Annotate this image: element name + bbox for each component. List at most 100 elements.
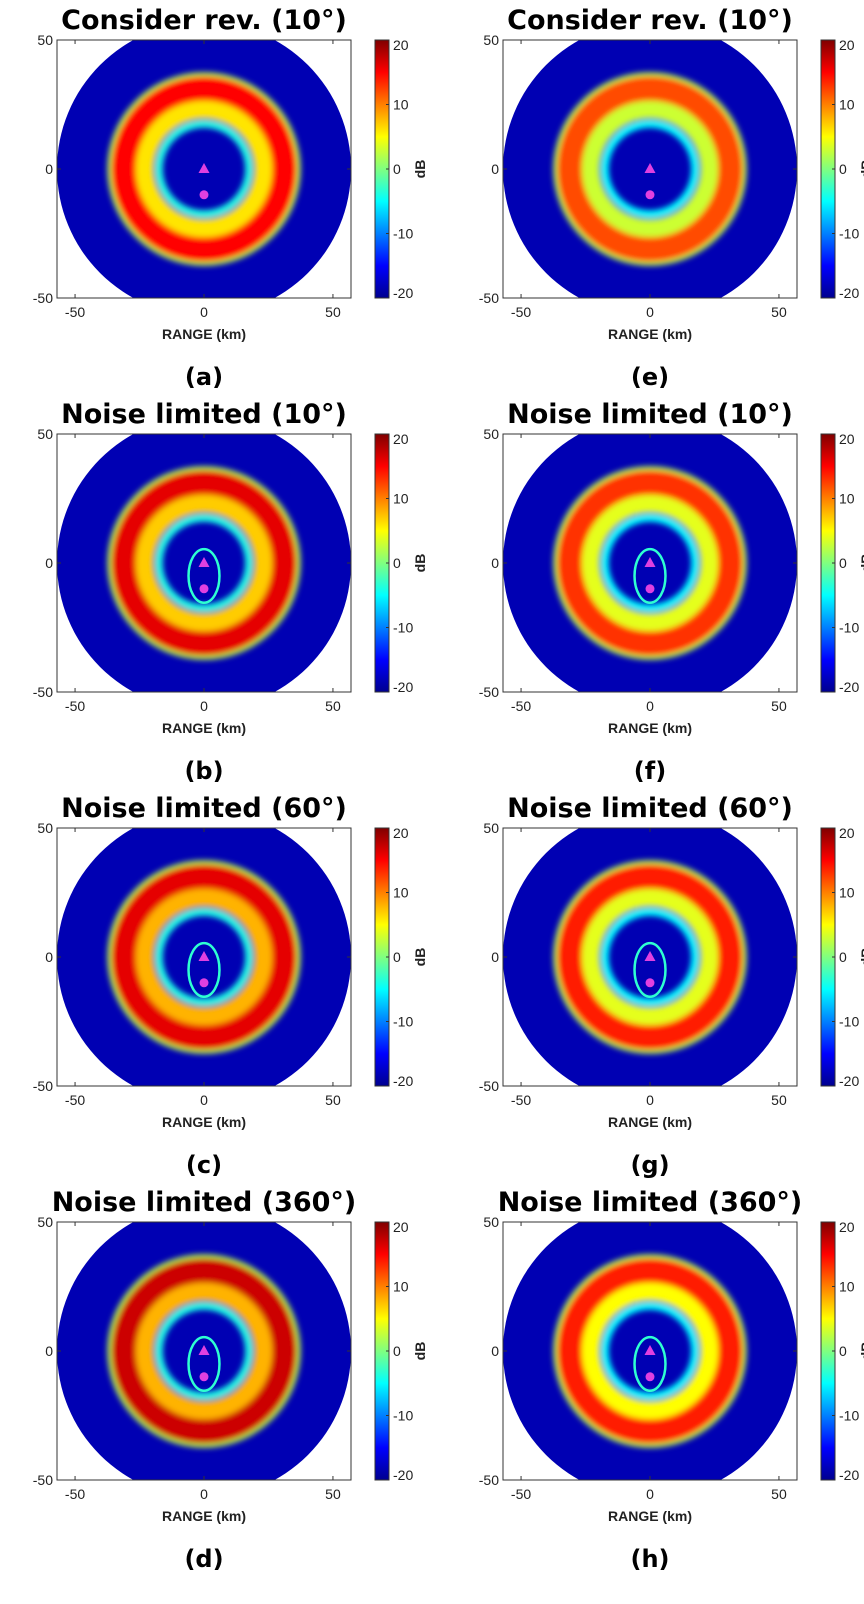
colorbar-tick-label: 20 <box>393 825 409 841</box>
y-tick-label: 50 <box>483 32 499 48</box>
panel-label: (c) <box>186 1151 222 1179</box>
panel-label: (h) <box>630 1545 669 1573</box>
colorbar-label: dB <box>858 1342 864 1361</box>
y-tick-label: -50 <box>33 684 53 700</box>
colorbar-label: dB <box>412 948 428 967</box>
panel-title: Noise limited (360°) <box>52 1187 357 1218</box>
inner-ring <box>633 941 667 998</box>
colorbar-tick-label: -10 <box>393 1014 413 1030</box>
x-tick-label: -50 <box>65 304 85 320</box>
colorbar-tick-label: -20 <box>393 1073 413 1089</box>
y-tick-label: -50 <box>479 1472 499 1488</box>
y-tick-label: -50 <box>33 290 53 306</box>
ring-group <box>107 72 301 266</box>
x-tick-label: 50 <box>325 1486 341 1502</box>
y-tick-label: -50 <box>479 290 499 306</box>
x-axis-label: RANGE (km) <box>162 326 246 342</box>
colorbar-tick-label: -20 <box>393 679 413 695</box>
panel-h: Noise limited (360°) -50 0 50 -50 0 50 RANGE (k… <box>479 1187 864 1573</box>
colorbar-tick-label: -10 <box>393 226 413 242</box>
y-tick-label: 50 <box>483 426 499 442</box>
colorbar-tick-label: -10 <box>393 1408 413 1424</box>
x-tick-label: 50 <box>771 698 787 714</box>
y-tick-label: 0 <box>45 1343 53 1359</box>
x-tick-label: -50 <box>511 304 531 320</box>
panel-g: Noise limited (60°) -50 0 50 -50 0 50 RANGE (km… <box>479 793 864 1179</box>
receiver-marker <box>199 584 209 594</box>
colorbar-tick-label: -10 <box>839 226 859 242</box>
x-tick-label: 0 <box>646 698 654 714</box>
colorbar <box>375 828 389 1086</box>
signal-ring <box>111 1258 297 1444</box>
colorbar-tick-label: 20 <box>393 1219 409 1235</box>
x-tick-label: -50 <box>65 698 85 714</box>
signal-ring <box>154 1301 254 1401</box>
signal-ring <box>557 864 743 1050</box>
y-tick-label: 0 <box>45 949 53 965</box>
colorbar-tick-label: 20 <box>393 431 409 447</box>
panel-title: Noise limited (10°) <box>507 399 793 430</box>
x-tick-label: 50 <box>771 1092 787 1108</box>
colorbar-label: dB <box>412 160 428 179</box>
y-tick-label: 50 <box>37 32 53 48</box>
colorbar-tick-label: 20 <box>839 1219 855 1235</box>
x-tick-label: 50 <box>325 304 341 320</box>
receiver-marker <box>199 1372 209 1382</box>
signal-ring <box>135 494 273 632</box>
panel-e: Consider rev. (10°) -50 0 50 -50 0 50 RANGE (km… <box>479 5 864 391</box>
colorbar-label: dB <box>412 554 428 573</box>
colorbar <box>821 828 835 1086</box>
colorbar <box>821 1222 835 1480</box>
colorbar-tick-label: 10 <box>839 885 855 901</box>
x-tick-label: 0 <box>200 1486 208 1502</box>
signal-ring <box>600 513 700 613</box>
ring-group <box>107 860 301 1054</box>
x-tick-label: -50 <box>65 1092 85 1108</box>
y-tick-label: 0 <box>491 555 499 571</box>
x-tick-label: 50 <box>771 304 787 320</box>
receiver-marker <box>199 190 209 200</box>
signal-ring <box>154 119 254 219</box>
ring-group <box>553 72 747 266</box>
transmitter-marker <box>644 951 656 961</box>
colorbar-tick-label: -10 <box>839 620 859 636</box>
colorbar-label: dB <box>858 554 864 573</box>
colorbar-label: dB <box>858 948 864 967</box>
y-tick-label: 0 <box>491 161 499 177</box>
y-tick-label: -50 <box>33 1078 53 1094</box>
signal-ring <box>135 888 273 1026</box>
colorbar-tick-label: 0 <box>839 949 847 965</box>
receiver-marker <box>645 584 655 594</box>
panel-label: (d) <box>184 1545 223 1573</box>
signal-ring <box>135 100 273 238</box>
colorbar-tick-label: -20 <box>839 1073 859 1089</box>
colorbar <box>375 40 389 298</box>
panel-a: Consider rev. (10°) -50 0 50 -50 0 50 RANGE (km… <box>33 5 428 391</box>
x-tick-label: -50 <box>511 1092 531 1108</box>
ring-group <box>553 1254 747 1448</box>
x-tick-label: -50 <box>511 698 531 714</box>
signal-ring <box>154 907 254 1007</box>
ring-group <box>107 1254 301 1448</box>
panel-label: (a) <box>185 363 223 391</box>
ring-group <box>107 466 301 660</box>
transmitter-marker <box>644 1345 656 1355</box>
panel-title: Noise limited (10°) <box>61 399 347 430</box>
colorbar-tick-label: 0 <box>839 161 847 177</box>
x-tick-label: -50 <box>65 1486 85 1502</box>
panel-label: (e) <box>631 363 669 391</box>
panel-title: Noise limited (360°) <box>498 1187 803 1218</box>
heatmap-field <box>57 40 351 298</box>
colorbar-tick-label: 0 <box>393 161 401 177</box>
signal-ring <box>557 1258 743 1444</box>
colorbar <box>821 40 835 298</box>
heatmap-field <box>503 1222 797 1480</box>
signal-ring <box>581 494 719 632</box>
heatmap-field <box>57 828 351 1086</box>
x-tick-label: 0 <box>200 698 208 714</box>
colorbar-tick-label: -10 <box>839 1408 859 1424</box>
signal-ring <box>581 888 719 1026</box>
panel-b: Noise limited (10°) -50 0 50 -50 0 50 RANGE (km… <box>33 399 428 785</box>
inner-ring <box>187 547 221 604</box>
colorbar <box>375 434 389 692</box>
